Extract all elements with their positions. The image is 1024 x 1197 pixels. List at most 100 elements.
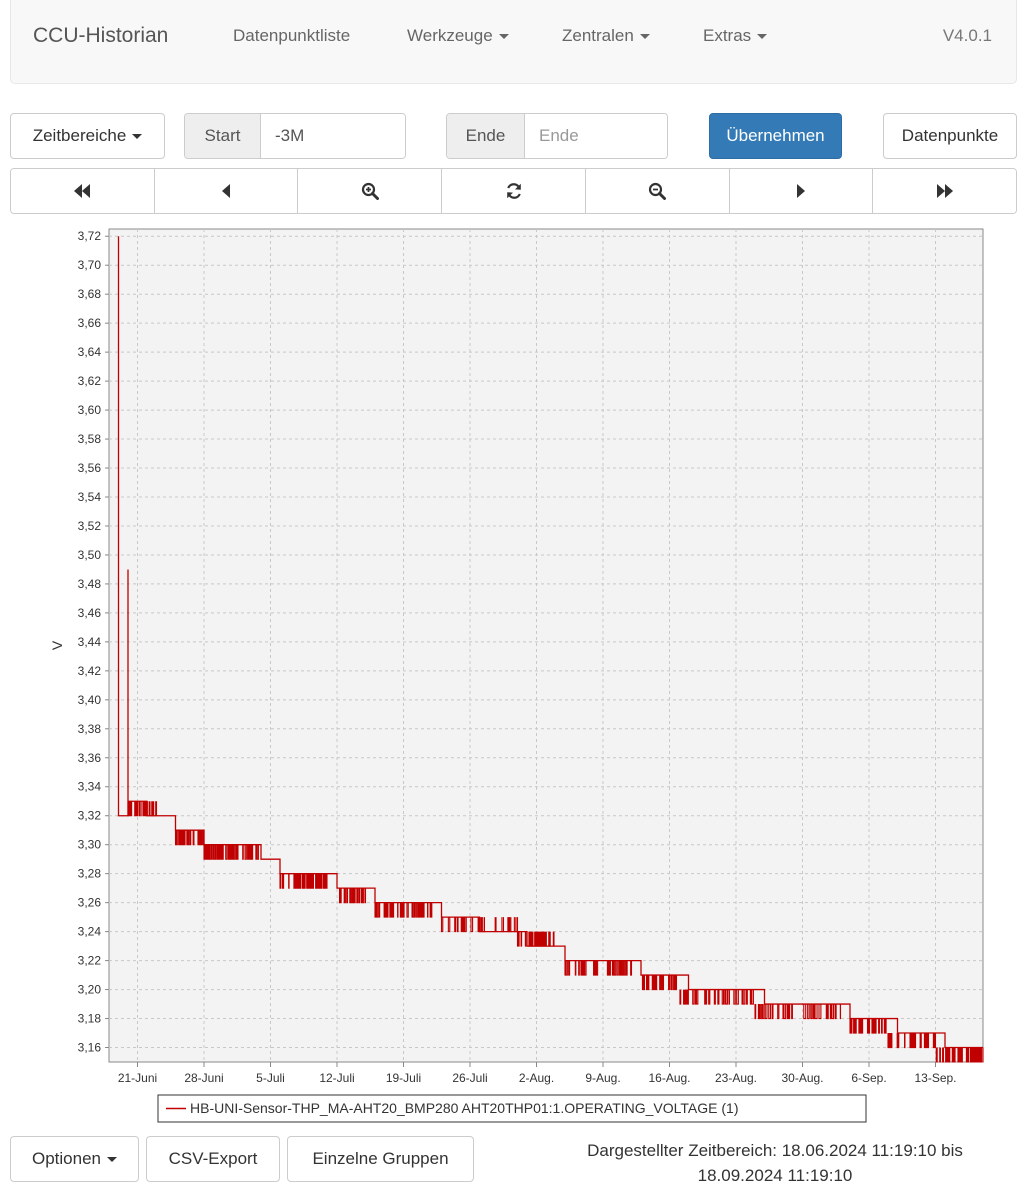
voltage-noise-segment bbox=[440, 917, 519, 933]
y-tick-label: 3,52 bbox=[78, 519, 102, 533]
caret-down-icon bbox=[107, 1156, 117, 1162]
y-tick-label: 3,34 bbox=[78, 780, 102, 794]
caret-down-icon bbox=[639, 34, 650, 40]
y-axis-label: V bbox=[49, 640, 65, 650]
time-navigation-group bbox=[10, 168, 1017, 214]
voltage-noise-segment bbox=[679, 989, 754, 1005]
plot-area bbox=[108, 228, 984, 1063]
x-tick-label: 13-Sep. bbox=[914, 1071, 956, 1085]
y-tick-label: 3,44 bbox=[78, 635, 102, 649]
time-range-status: Dargestellter Zeitbereich: 18.06.2024 11… bbox=[540, 1138, 1010, 1188]
nav-item-datapoint-list[interactable]: Datenpunktliste bbox=[233, 26, 351, 45]
voltage-noise-segment bbox=[754, 1004, 842, 1020]
caret-down-icon bbox=[498, 34, 509, 40]
caret-down-icon bbox=[757, 34, 768, 40]
voltage-noise-segment bbox=[338, 888, 367, 904]
end-addon: Ende bbox=[447, 114, 525, 158]
voltage-noise-segment bbox=[887, 1033, 937, 1049]
timeranges-dropdown[interactable]: Zeitbereiche bbox=[10, 113, 165, 159]
y-tick-label: 3,68 bbox=[78, 287, 102, 301]
voltage-noise-segment bbox=[564, 960, 633, 976]
x-tick-label: 2-Aug. bbox=[519, 1071, 554, 1085]
datapoints-button[interactable]: Datenpunkte bbox=[883, 113, 1017, 159]
time-range-status-line2: 18.09.2024 11:19:10 bbox=[697, 1166, 853, 1185]
fast-backward-button[interactable] bbox=[11, 169, 155, 213]
y-tick-label: 3,32 bbox=[78, 809, 102, 823]
x-tick-label: 28-Juni bbox=[184, 1071, 223, 1085]
y-tick-label: 3,38 bbox=[78, 722, 102, 736]
voltage-noise-segment bbox=[849, 1018, 887, 1034]
fast-forward-button[interactable] bbox=[873, 169, 1016, 213]
zoom-out-button[interactable] bbox=[585, 169, 730, 213]
end-input[interactable]: Ende bbox=[525, 114, 667, 158]
forward-icon bbox=[796, 184, 805, 198]
backward-button[interactable] bbox=[154, 169, 299, 213]
y-tick-label: 3,64 bbox=[78, 345, 102, 359]
y-tick-label: 3,28 bbox=[78, 867, 102, 881]
refresh-button[interactable] bbox=[442, 169, 586, 213]
navbar: CCU-Historian Datenpunktliste Werkzeuge … bbox=[10, 0, 1017, 84]
y-tick-label: 3,72 bbox=[78, 229, 102, 243]
voltage-noise-segment bbox=[374, 902, 433, 918]
single-groups-button[interactable]: Einzelne Gruppen bbox=[287, 1136, 474, 1182]
x-tick-label: 6-Sep. bbox=[851, 1071, 886, 1085]
y-tick-label: 3,50 bbox=[78, 548, 102, 562]
end-input-group: Ende Ende bbox=[446, 113, 668, 159]
forward-button[interactable] bbox=[729, 169, 874, 213]
start-addon: Start bbox=[185, 114, 261, 158]
legend-box bbox=[157, 1094, 867, 1123]
y-tick-label: 3,62 bbox=[78, 374, 102, 388]
refresh-icon bbox=[506, 183, 521, 199]
y-tick-label: 3,46 bbox=[78, 606, 102, 620]
voltage-noise-segment bbox=[279, 873, 328, 889]
start-input[interactable]: -3M bbox=[261, 114, 405, 158]
time-range-status-line1: Dargestellter Zeitbereich: 18.06.2024 11… bbox=[587, 1141, 963, 1160]
y-tick-label: 3,16 bbox=[78, 1041, 102, 1055]
start-input-group: Start -3M bbox=[184, 113, 406, 159]
voltage-noise-segment bbox=[127, 801, 158, 817]
brand-title[interactable]: CCU-Historian bbox=[33, 24, 169, 47]
voltage-noise-segment bbox=[174, 830, 205, 846]
y-tick-label: 3,22 bbox=[78, 954, 102, 968]
zoom-in-icon bbox=[361, 182, 379, 200]
options-dropdown[interactable]: Optionen bbox=[10, 1136, 139, 1182]
apply-button[interactable]: Übernehmen bbox=[709, 113, 842, 159]
legend-label: HB-UNI-Sensor-THP_MA-AHT20_BMP280 AHT20T… bbox=[190, 1100, 739, 1116]
x-tick-label: 12-Juli bbox=[319, 1071, 354, 1085]
y-tick-label: 3,58 bbox=[78, 432, 102, 446]
y-tick-label: 3,42 bbox=[78, 664, 102, 678]
csv-export-button[interactable]: CSV-Export bbox=[146, 1136, 280, 1182]
nav-item-centrals[interactable]: Zentralen bbox=[562, 26, 650, 46]
y-tick-label: 3,24 bbox=[78, 925, 102, 939]
voltage-noise-segment bbox=[641, 975, 678, 991]
nav-item-extras[interactable]: Extras bbox=[703, 26, 768, 46]
x-tick-label: 16-Aug. bbox=[648, 1071, 690, 1085]
y-tick-label: 3,54 bbox=[78, 490, 102, 504]
voltage-noise-segment bbox=[516, 931, 555, 947]
x-tick-label: 21-Juni bbox=[118, 1071, 157, 1085]
fast-forward-icon bbox=[936, 184, 953, 198]
x-tick-label: 5-Juli bbox=[256, 1071, 285, 1085]
y-tick-label: 3,20 bbox=[78, 983, 102, 997]
y-tick-label: 3,26 bbox=[78, 896, 102, 910]
zoom-out-icon bbox=[649, 182, 667, 200]
voltage-noise-segment bbox=[203, 844, 259, 860]
voltage-chart: 3,16 3,18 3,20 3,22 3,24 3,26 3,28 3,30 3,32 3,34… bbox=[0, 225, 1024, 1125]
voltage-noise-segment bbox=[935, 1047, 984, 1063]
y-tick-label: 3,48 bbox=[78, 577, 102, 591]
version-label: V4.0.1 bbox=[942, 26, 992, 45]
y-tick-label: 3,60 bbox=[78, 403, 102, 417]
x-tick-label: 23-Aug. bbox=[715, 1071, 757, 1085]
fast-backward-icon bbox=[74, 184, 91, 198]
y-tick-label: 3,56 bbox=[78, 461, 102, 475]
nav-item-tools[interactable]: Werkzeuge bbox=[407, 26, 509, 46]
y-tick-label: 3,66 bbox=[78, 316, 102, 330]
x-tick-label: 9-Aug. bbox=[585, 1071, 620, 1085]
zoom-in-button[interactable] bbox=[298, 169, 443, 213]
y-tick-label: 3,18 bbox=[78, 1012, 102, 1026]
y-tick-label: 3,70 bbox=[78, 258, 102, 272]
y-tick-label: 3,30 bbox=[78, 838, 102, 852]
y-tick-label: 3,40 bbox=[78, 693, 102, 707]
backward-icon bbox=[222, 184, 231, 198]
x-tick-label: 19-Juli bbox=[386, 1071, 421, 1085]
